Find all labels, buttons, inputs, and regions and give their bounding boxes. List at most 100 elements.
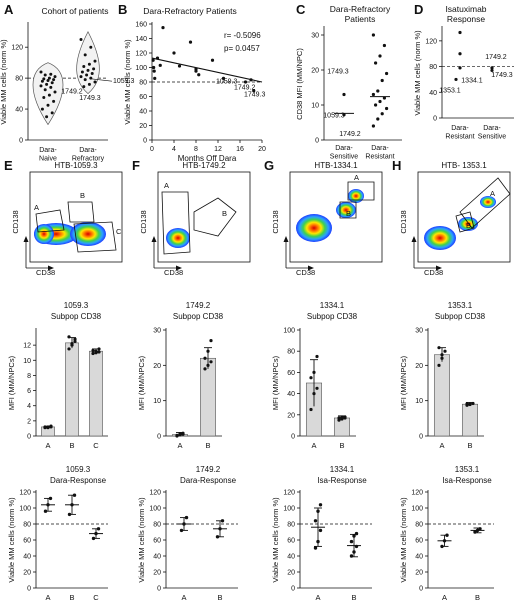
y-axis-label: Viable MM cells (norm %) [399, 497, 408, 583]
plot-frame [29, 171, 123, 263]
bar [200, 357, 217, 437]
data-point [67, 347, 71, 351]
data-point [249, 78, 253, 82]
y-tick-label: 2 [27, 418, 31, 425]
x-tick-label: B [217, 593, 222, 602]
gate-outline [339, 201, 357, 219]
x-axis-label: CD38 [164, 268, 183, 277]
bar-chart: 0 20 40 60 80 100 MFI (MM/NPCs) A B [271, 328, 356, 450]
annotation-label: 1749.3 [244, 92, 266, 99]
y-tick-label: 6 [27, 388, 31, 395]
data-point [475, 528, 480, 533]
data-point [382, 96, 386, 100]
data-point [184, 515, 189, 520]
data-point [337, 416, 341, 420]
panel-letter-h: H [392, 158, 401, 173]
data-point [46, 78, 50, 82]
data-point [312, 370, 316, 374]
annotation-label: 1749.2 [234, 84, 256, 91]
data-point [67, 512, 72, 517]
data-point [218, 527, 222, 531]
x-axis-label: CD38 [424, 268, 443, 277]
data-point [89, 45, 93, 49]
density-blob [34, 224, 54, 244]
bar-title: 1059.3 Subpop CD38 [51, 301, 102, 321]
data-point [97, 347, 101, 351]
panel-letter-c: C [296, 2, 306, 17]
gate-label: B [222, 209, 227, 218]
data-point [89, 76, 93, 80]
data-point [312, 392, 316, 396]
data-point [96, 527, 101, 531]
y-axis-label: Viable MM cells (norm %) [0, 39, 8, 125]
data-point [93, 80, 97, 84]
density-blob [166, 228, 190, 248]
y-tick-label: 80 [429, 64, 437, 71]
gate-outline [455, 211, 475, 233]
chart-title: Isatuximab [445, 4, 486, 14]
data-point [349, 554, 354, 558]
annotation-label: 1334.1 [461, 78, 483, 85]
density-blob [424, 226, 456, 250]
y-tick-label: 80 [415, 522, 423, 529]
annotation-label: 1059.3 [216, 78, 238, 85]
density-blob [296, 214, 332, 242]
flow-title: HTB-1334.1 [314, 161, 358, 170]
annotation-label: 1749.3 [79, 95, 101, 102]
x-tick-label: 20 [258, 146, 266, 153]
response-title: 1749.2 Dara-Response [180, 465, 237, 485]
data-point [52, 78, 56, 82]
y-tick-label: 120 [149, 490, 161, 497]
y-tick-label: 10 [23, 358, 31, 365]
y-tick-label: 20 [139, 123, 147, 130]
data-point [352, 550, 356, 554]
data-point [45, 82, 49, 86]
data-point [458, 30, 462, 35]
data-point [252, 89, 256, 93]
x-tick-label: B [351, 593, 356, 602]
data-point [445, 533, 449, 537]
data-point [72, 493, 77, 497]
x-arrow-head [308, 265, 314, 271]
chart-title: Cohort of patients [41, 6, 108, 16]
data-point [349, 539, 354, 544]
data-point [458, 66, 462, 70]
data-point [85, 73, 89, 77]
data-point [39, 70, 43, 74]
density-blob [336, 202, 356, 218]
data-point [73, 339, 77, 343]
y-tick-label: 12 [23, 343, 31, 350]
data-point [82, 85, 86, 89]
y-axis-label: Viable MM cells (norm %) [271, 497, 280, 583]
bar-title: 1353.1 Subpop CD38 [435, 301, 486, 321]
data-point [315, 354, 319, 359]
data-point [197, 73, 201, 77]
annotation-label: 1749.2 [339, 131, 361, 138]
y-axis-label: Viable MM cells (norm %) [413, 30, 422, 116]
y-tick-label: 100 [19, 506, 31, 513]
trend-line [151, 57, 263, 83]
data-point [313, 546, 318, 550]
y-tick-label: 120 [11, 45, 23, 52]
data-point [87, 62, 91, 66]
y-tick-label: 120 [19, 490, 31, 497]
y-tick-label: 8 [27, 373, 31, 380]
data-point [42, 95, 46, 99]
data-point [151, 58, 155, 62]
data-point [209, 339, 213, 343]
data-point [315, 386, 319, 390]
data-point [91, 348, 95, 353]
data-point [91, 536, 96, 541]
x-tick-label: Dara-Refractory [72, 147, 105, 163]
y-tick-label: 80 [287, 522, 295, 529]
data-point [175, 433, 179, 437]
bar [89, 350, 103, 437]
gate-outline [161, 191, 191, 255]
data-point [203, 356, 207, 360]
data-point [243, 80, 248, 84]
data-point [91, 351, 95, 356]
y-axis-label: CD138 [271, 210, 280, 233]
